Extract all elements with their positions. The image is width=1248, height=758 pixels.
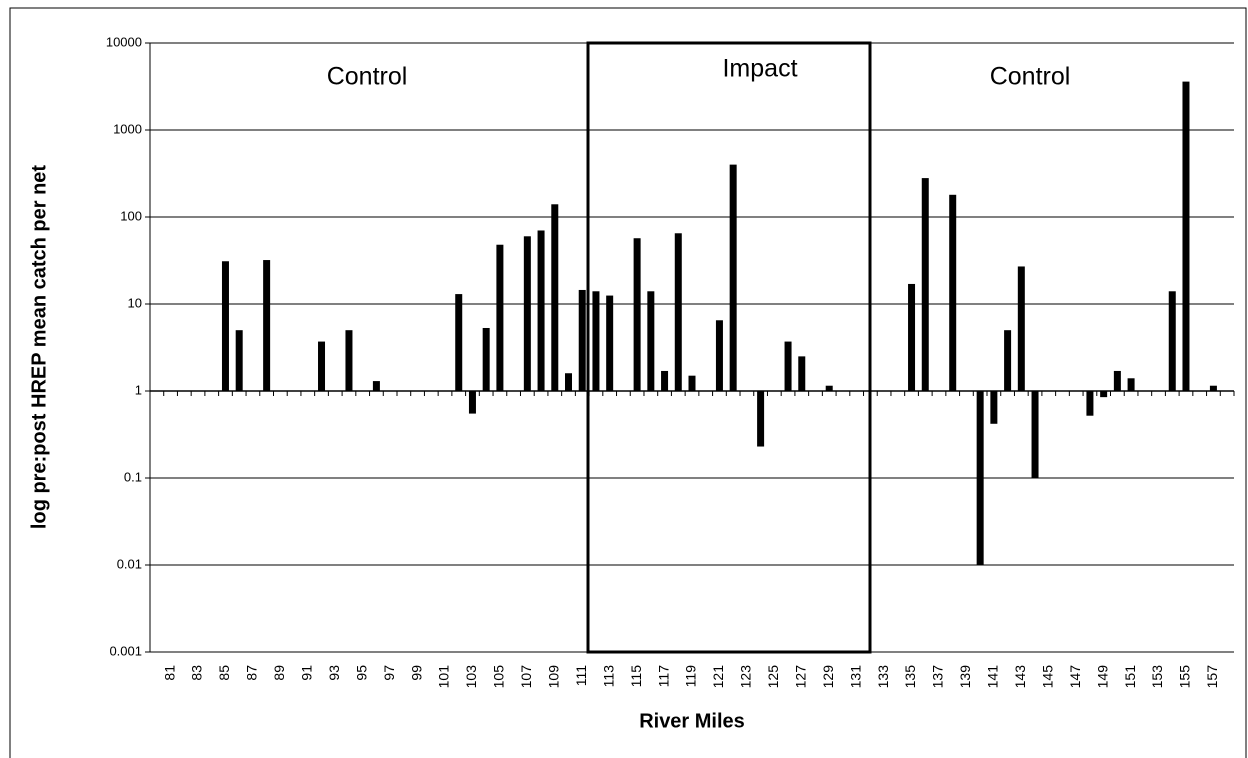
x-tick-label: 93: [326, 665, 342, 681]
x-tick-label: 147: [1067, 665, 1083, 689]
bar: [688, 375, 696, 391]
x-tick-label: 119: [683, 665, 699, 688]
bar: [1017, 266, 1025, 391]
bar: [482, 327, 490, 391]
x-tick-label: 83: [189, 665, 205, 681]
x-tick-label: 81: [161, 665, 177, 681]
x-tick-label: 95: [353, 665, 369, 681]
x-tick-label: 115: [628, 665, 644, 688]
bar: [921, 178, 929, 391]
x-tick-label: 99: [408, 665, 424, 681]
bar: [990, 391, 998, 424]
x-tick-label: 123: [738, 665, 754, 689]
bar: [1100, 391, 1108, 398]
bar: [729, 164, 737, 391]
x-tick-label: 143: [1012, 665, 1028, 689]
y-tick-label: 1: [135, 382, 142, 397]
bar: [1209, 385, 1217, 391]
bar: [606, 295, 614, 391]
bar: [592, 291, 600, 391]
bar: [1004, 330, 1012, 391]
x-tick-label: 125: [765, 665, 781, 689]
bar: [661, 370, 669, 391]
x-tick-label: 87: [244, 665, 260, 681]
bar: [551, 204, 559, 391]
bar: [345, 330, 353, 391]
bar: [565, 373, 573, 391]
bar: [1182, 81, 1190, 391]
bar: [1086, 391, 1094, 416]
x-tick-label: 91: [299, 665, 315, 681]
x-tick-label: 85: [216, 665, 232, 681]
x-tick-label: 103: [463, 665, 479, 689]
x-tick-label: 141: [985, 665, 1001, 689]
bar: [976, 391, 984, 565]
x-tick-label: 97: [381, 665, 397, 681]
bar: [235, 330, 243, 391]
bar: [1127, 378, 1135, 391]
bar: [825, 385, 833, 391]
x-tick-label: 109: [545, 665, 561, 689]
x-tick-label: 117: [655, 665, 671, 688]
bar: [1168, 291, 1176, 391]
bar: [263, 260, 271, 391]
x-tick-label: 129: [820, 665, 836, 689]
bar: [647, 291, 655, 391]
bar: [318, 341, 326, 391]
x-tick-label: 101: [436, 665, 452, 689]
x-tick-label: 149: [1094, 665, 1110, 689]
bar: [468, 391, 476, 414]
x-tick-label: 145: [1039, 665, 1055, 689]
y-axis-title: log pre:post HREP mean catch per net: [28, 165, 50, 529]
x-axis-title: River Miles: [639, 710, 745, 732]
impact-box: [586, 41, 872, 654]
x-tick-label: 113: [600, 665, 616, 688]
bar: [221, 261, 229, 391]
x-tick-label: 105: [491, 665, 507, 689]
bar: [1031, 391, 1039, 478]
bar: [578, 289, 586, 391]
bar: [455, 294, 463, 391]
bar: [496, 244, 504, 391]
x-tick-label: 151: [1122, 665, 1138, 689]
bar: [633, 238, 641, 391]
y-tick-label: 100: [120, 208, 142, 223]
bar: [757, 391, 765, 447]
x-tick-label: 155: [1177, 665, 1193, 689]
y-tick-label: 0.01: [117, 556, 142, 571]
annotation: Impact: [722, 55, 797, 83]
bar: [949, 194, 957, 391]
bar: [798, 356, 806, 391]
y-tick-label: 10000: [106, 34, 142, 49]
bar: [908, 283, 916, 391]
bar: [784, 341, 792, 391]
frame: [9, 7, 1247, 758]
y-tick-label: 1000: [113, 121, 142, 136]
y-tick-label: 0.1: [124, 469, 142, 484]
y-tick-label: 0.001: [109, 643, 142, 658]
x-tick-label: 127: [792, 665, 808, 689]
x-tick-label: 131: [847, 665, 863, 689]
x-tick-label: 133: [875, 665, 891, 689]
bar: [523, 236, 531, 391]
x-tick-label: 157: [1204, 665, 1220, 689]
annotation: Control: [990, 63, 1071, 91]
x-tick-label: 135: [902, 665, 918, 689]
bar: [674, 233, 682, 391]
x-tick-label: 121: [710, 665, 726, 689]
bar: [372, 381, 380, 391]
annotation: Control: [327, 63, 408, 91]
bar: [1113, 370, 1121, 391]
x-tick-label: 107: [518, 665, 534, 689]
x-tick-label: 139: [957, 665, 973, 689]
x-tick-label: 153: [1149, 665, 1165, 689]
x-tick-label: 137: [930, 665, 946, 689]
bar: [537, 230, 545, 391]
x-tick-label: 89: [271, 665, 287, 681]
bar: [715, 320, 723, 391]
y-tick-label: 10: [128, 295, 142, 310]
x-tick-label: 111: [573, 665, 589, 686]
